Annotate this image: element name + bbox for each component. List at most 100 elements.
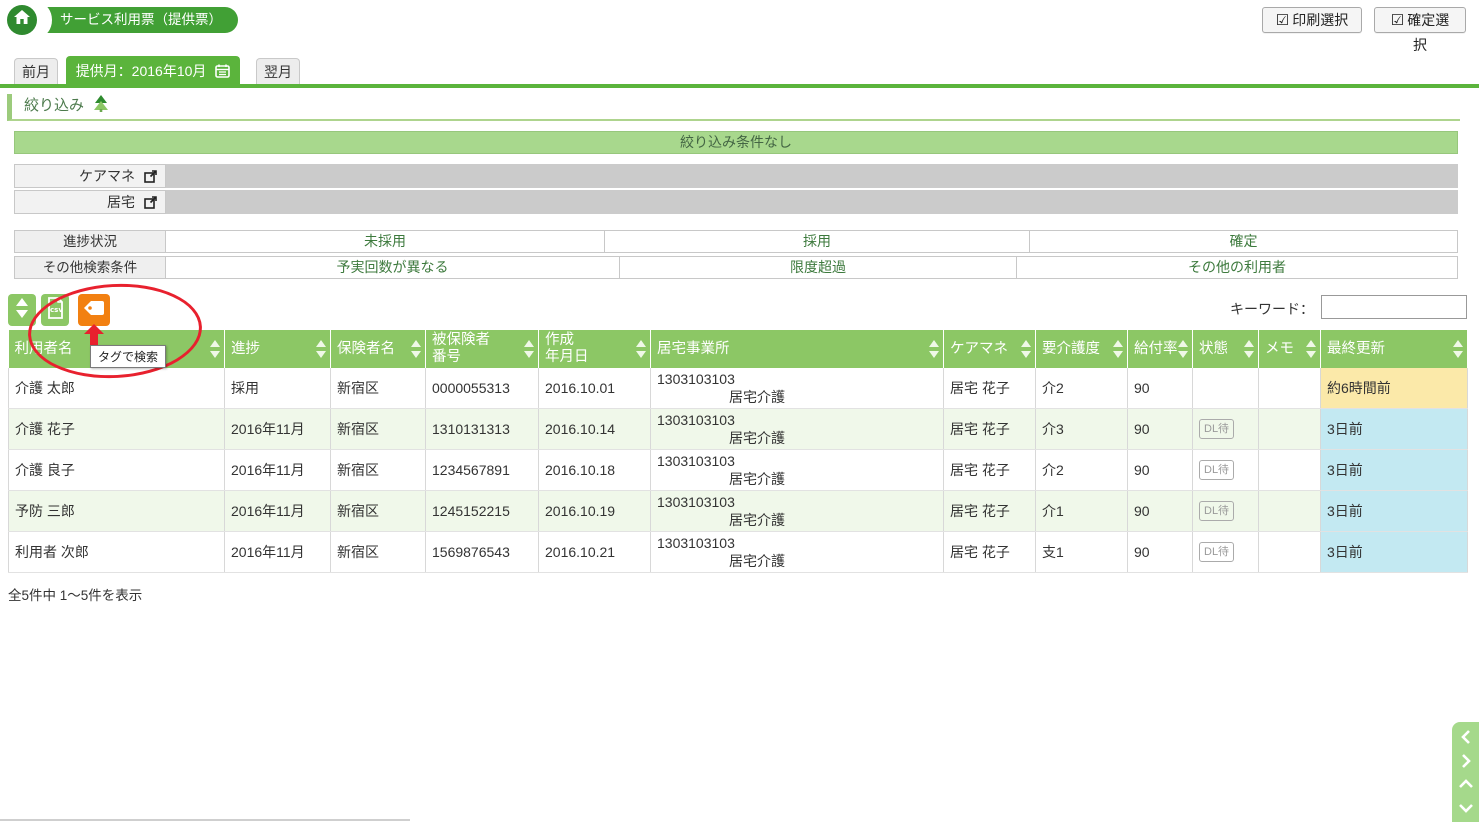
- column-header-insured-number[interactable]: 被保険者 番号: [425, 330, 539, 368]
- home-office-filter-value[interactable]: [166, 190, 1458, 214]
- sort-arrows-icon[interactable]: [316, 340, 326, 358]
- keyword-label: キーワード：: [1230, 301, 1314, 317]
- filter-option-other-users[interactable]: その他の利用者: [1017, 256, 1458, 279]
- sort-arrows-icon[interactable]: [411, 340, 421, 358]
- insured-number-cell: 0000055313: [425, 368, 539, 409]
- sort-order-button[interactable]: [8, 294, 36, 326]
- confirm-select-button[interactable]: ☑ 確定選択: [1374, 7, 1466, 53]
- created-date-link[interactable]: 2016.10.19: [538, 490, 651, 532]
- user-name-link[interactable]: 介護 花子: [8, 408, 225, 450]
- sort-arrows-icon[interactable]: [210, 340, 220, 358]
- sort-arrows-icon[interactable]: [524, 340, 534, 358]
- care-manager-cell: 居宅 花子: [943, 531, 1036, 573]
- tag-search-tooltip: タグで検索: [90, 345, 167, 368]
- column-header-care-manager[interactable]: ケアマネ: [943, 330, 1036, 368]
- column-header-created-date[interactable]: 作成 年月日: [538, 330, 651, 368]
- csv-export-button[interactable]: csv: [41, 294, 69, 326]
- care-manager-cell: 居宅 花子: [943, 408, 1036, 450]
- status-cell: DL待: [1192, 449, 1259, 491]
- last-updated-cell: 3日前: [1320, 531, 1468, 573]
- sort-arrows-icon[interactable]: [1178, 340, 1188, 358]
- table-row: 利用者 次郎 2016年11月 新宿区 1569876543 2016.10.2…: [8, 531, 1468, 573]
- dl-wait-badge[interactable]: DL待: [1199, 542, 1235, 562]
- created-date-link[interactable]: 2016.10.18: [538, 449, 651, 491]
- column-header-insurer[interactable]: 保険者名: [330, 330, 426, 368]
- filter-option-adopted[interactable]: 採用: [605, 230, 1030, 253]
- progress-cell: 採用: [224, 368, 331, 409]
- filter-option-confirmed[interactable]: 確定: [1030, 230, 1458, 253]
- last-updated-cell: 3日前: [1320, 408, 1468, 450]
- user-name-link[interactable]: 介護 良子: [8, 449, 225, 491]
- insured-number-cell: 1234567891: [425, 449, 539, 491]
- column-header-progress[interactable]: 進捗: [224, 330, 331, 368]
- progress-status-filter-row: 進捗状況 未採用 採用 確定: [14, 230, 1458, 253]
- home-office-cell: 1303103103 居宅介護: [650, 368, 944, 409]
- benefit-rate-cell: 90: [1127, 368, 1193, 409]
- user-name-link[interactable]: 予防 三郎: [8, 490, 225, 532]
- tab-previous-month[interactable]: 前月: [14, 58, 58, 84]
- dl-wait-badge[interactable]: DL待: [1199, 419, 1235, 439]
- dl-wait-badge[interactable]: DL待: [1199, 501, 1235, 521]
- chevron-down-icon[interactable]: [1458, 800, 1474, 816]
- chevron-right-icon[interactable]: [1458, 753, 1474, 769]
- created-date-link[interactable]: 2016.10.14: [538, 408, 651, 450]
- checkbox-icon: ☑: [1390, 12, 1405, 29]
- filter-condition-banner: 絞り込み条件なし: [14, 131, 1458, 154]
- care-manager-filter-value[interactable]: [166, 164, 1458, 188]
- sort-arrows-icon[interactable]: [1306, 340, 1316, 358]
- benefit-rate-cell: 90: [1127, 449, 1193, 491]
- last-updated-cell: 3日前: [1320, 490, 1468, 532]
- created-date-link[interactable]: 2016.10.01: [538, 368, 651, 409]
- filter-option-limit-exceeded[interactable]: 限度超過: [620, 256, 1017, 279]
- calendar-icon[interactable]: [210, 63, 231, 79]
- keyword-input[interactable]: [1321, 295, 1467, 319]
- tag-icon: [83, 300, 105, 321]
- filter-heading: 絞り込み: [24, 97, 85, 114]
- table-row: 介護 良子 2016年11月 新宿区 1234567891 2016.10.18…: [8, 449, 1468, 491]
- column-header-benefit-rate[interactable]: 給付率: [1127, 330, 1193, 368]
- progress-cell: 2016年11月: [224, 408, 331, 450]
- home-office-cell: 1303103103 居宅介護: [650, 408, 944, 450]
- status-cell: DL待: [1192, 490, 1259, 532]
- sort-arrows-icon[interactable]: [636, 340, 646, 358]
- up-down-arrows-icon: [14, 297, 30, 324]
- chevron-up-icon[interactable]: [1458, 776, 1474, 792]
- print-select-button[interactable]: ☑ 印刷選択: [1262, 7, 1362, 33]
- column-header-care-level[interactable]: 要介護度: [1035, 330, 1128, 368]
- table-header-row: 利用者名 進捗 保険者名 被保険者 番号 作成 年月日 居宅事業所 ケアマネ 要介護…: [8, 330, 1468, 368]
- column-header-home-office[interactable]: 居宅事業所: [650, 330, 944, 368]
- print-select-label: 印刷選択: [1292, 12, 1349, 28]
- sort-arrows-icon[interactable]: [929, 340, 939, 358]
- dl-wait-badge[interactable]: DL待: [1199, 460, 1235, 480]
- user-name-link[interactable]: 利用者 次郎: [8, 531, 225, 573]
- chevron-left-icon[interactable]: [1458, 729, 1474, 745]
- column-header-memo[interactable]: メモ: [1258, 330, 1321, 368]
- benefit-rate-cell: 90: [1127, 490, 1193, 532]
- home-office-cell: 1303103103 居宅介護: [650, 449, 944, 491]
- result-count-text: 全5件中 1～5件を表示: [8, 588, 143, 603]
- care-manager-picker-button[interactable]: ケアマネ: [14, 164, 166, 188]
- care-level-cell: 支1: [1035, 531, 1128, 573]
- sort-arrows-icon[interactable]: [1113, 340, 1123, 358]
- insurer-cell: 新宿区: [330, 490, 426, 532]
- home-office-filter-row: 居宅: [14, 190, 1458, 214]
- sort-arrows-icon[interactable]: [1453, 340, 1463, 358]
- created-date-link[interactable]: 2016.10.21: [538, 531, 651, 573]
- last-updated-cell: 3日前: [1320, 449, 1468, 491]
- column-header-last-updated[interactable]: 最終更新: [1320, 330, 1468, 368]
- insurer-cell: 新宿区: [330, 368, 426, 409]
- filter-option-plan-actual-differs[interactable]: 予実回数が異なる: [166, 256, 620, 279]
- user-name-link[interactable]: 介護 太郎: [8, 368, 225, 409]
- last-updated-cell: 約6時間前: [1320, 368, 1468, 409]
- sort-arrows-icon[interactable]: [1244, 340, 1254, 358]
- column-header-status[interactable]: 状態: [1192, 330, 1259, 368]
- tag-search-button[interactable]: [78, 294, 110, 326]
- tab-next-month[interactable]: 翌月: [256, 58, 300, 84]
- home-button[interactable]: [7, 5, 37, 35]
- tab-current-month[interactable]: 提供月：2016年10月: [66, 56, 240, 84]
- collapse-filter-icon[interactable]: [88, 95, 109, 114]
- home-office-picker-button[interactable]: 居宅: [14, 190, 166, 214]
- filter-option-not-adopted[interactable]: 未採用: [166, 230, 605, 253]
- status-cell: DL待: [1192, 531, 1259, 573]
- sort-arrows-icon[interactable]: [1021, 340, 1031, 358]
